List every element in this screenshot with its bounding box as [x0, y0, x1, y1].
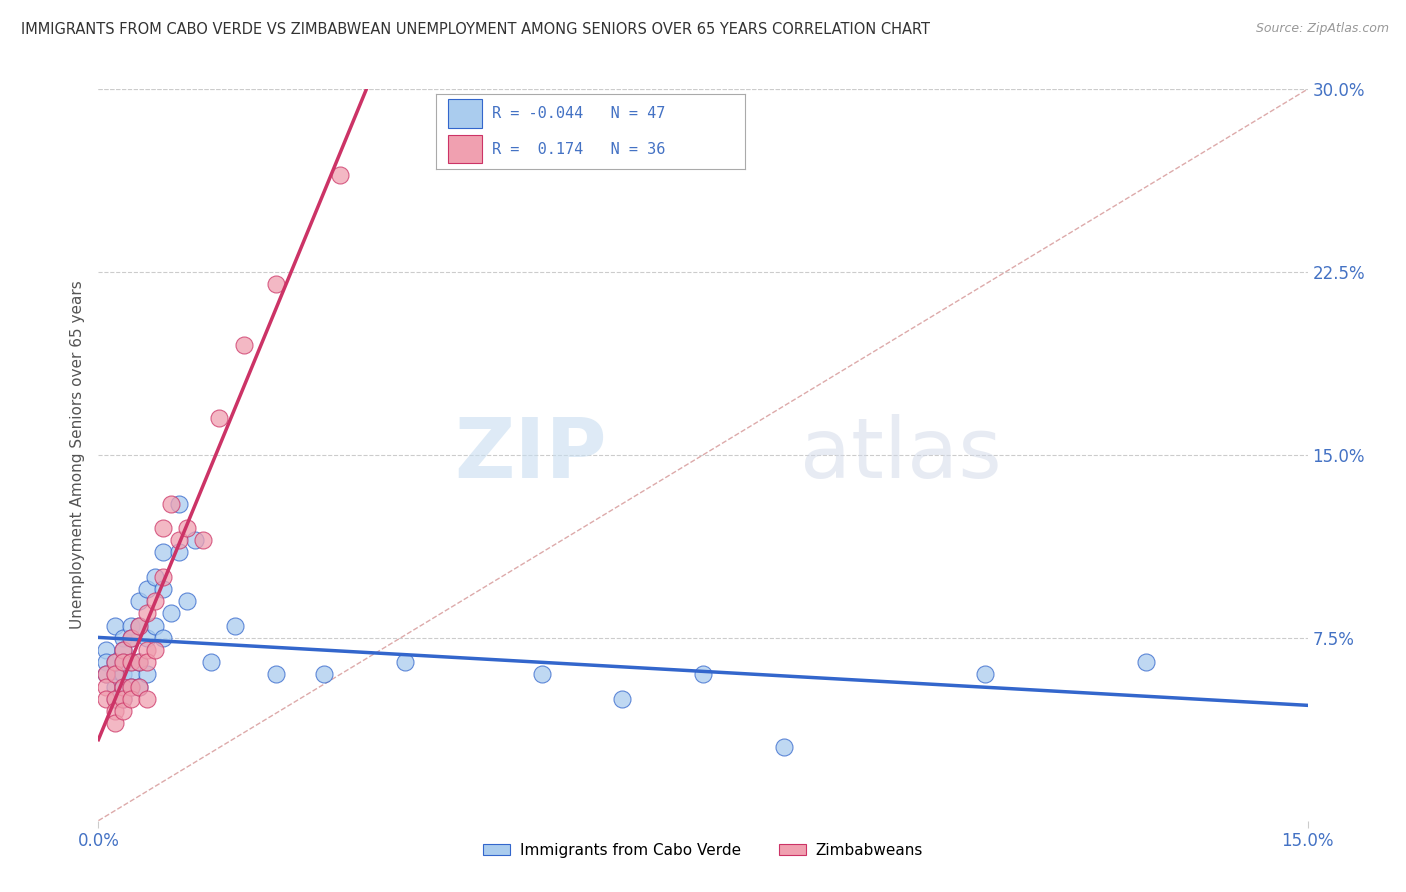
- Point: [128, 618, 150, 632]
- Point: [135, 655, 157, 669]
- Point: [143, 594, 166, 608]
- Point: [103, 655, 125, 669]
- Point: [135, 607, 157, 621]
- Point: [120, 655, 142, 669]
- Point: [120, 631, 142, 645]
- Point: [160, 607, 183, 621]
- Point: [152, 545, 174, 559]
- Point: [103, 667, 125, 681]
- Point: [96, 691, 118, 706]
- Legend: Immigrants from Cabo Verde, Zimbabweans: Immigrants from Cabo Verde, Zimbabweans: [477, 837, 929, 864]
- Point: [176, 521, 198, 535]
- Point: [1135, 655, 1157, 669]
- Point: [103, 691, 125, 706]
- Point: [111, 680, 134, 694]
- Text: R = -0.044   N = 47: R = -0.044 N = 47: [492, 106, 665, 121]
- Point: [394, 655, 416, 669]
- Point: [135, 691, 157, 706]
- Text: IMMIGRANTS FROM CABO VERDE VS ZIMBABWEAN UNEMPLOYMENT AMONG SENIORS OVER 65 YEAR: IMMIGRANTS FROM CABO VERDE VS ZIMBABWEAN…: [21, 22, 931, 37]
- Point: [96, 667, 118, 681]
- Point: [135, 667, 157, 681]
- Point: [103, 704, 125, 718]
- Point: [103, 618, 125, 632]
- Text: ZIP: ZIP: [454, 415, 606, 495]
- Text: atlas: atlas: [800, 415, 1001, 495]
- Bar: [449, 99, 482, 128]
- Point: [152, 570, 174, 584]
- Point: [232, 338, 254, 352]
- Point: [135, 643, 157, 657]
- Point: [143, 570, 166, 584]
- Point: [128, 655, 150, 669]
- Point: [152, 582, 174, 596]
- Point: [176, 594, 198, 608]
- Point: [128, 618, 150, 632]
- Point: [200, 655, 222, 669]
- Point: [193, 533, 215, 548]
- Point: [152, 521, 174, 535]
- Point: [120, 667, 142, 681]
- Point: [152, 631, 174, 645]
- Y-axis label: Unemployment Among Seniors over 65 years: Unemployment Among Seniors over 65 years: [69, 281, 84, 629]
- Point: [160, 497, 183, 511]
- Point: [314, 667, 336, 681]
- Point: [264, 277, 287, 292]
- Point: [111, 643, 134, 657]
- Point: [120, 631, 142, 645]
- Point: [135, 582, 157, 596]
- Point: [120, 655, 142, 669]
- Point: [184, 533, 207, 548]
- Text: R =  0.174   N = 36: R = 0.174 N = 36: [492, 142, 665, 156]
- Point: [208, 411, 231, 425]
- Point: [167, 533, 190, 548]
- Point: [120, 618, 142, 632]
- Point: [135, 631, 157, 645]
- Point: [143, 618, 166, 632]
- Point: [329, 168, 352, 182]
- Point: [224, 618, 246, 632]
- Point: [128, 655, 150, 669]
- Point: [111, 643, 134, 657]
- Point: [111, 667, 134, 681]
- Point: [103, 716, 125, 731]
- Point: [167, 497, 190, 511]
- Point: [120, 691, 142, 706]
- Bar: [449, 135, 482, 163]
- Point: [120, 680, 142, 694]
- Text: Source: ZipAtlas.com: Source: ZipAtlas.com: [1256, 22, 1389, 36]
- Point: [111, 631, 134, 645]
- Point: [974, 667, 997, 681]
- Point: [103, 655, 125, 669]
- Point: [128, 680, 150, 694]
- Point: [96, 655, 118, 669]
- Point: [103, 691, 125, 706]
- Point: [128, 680, 150, 694]
- Point: [143, 643, 166, 657]
- Point: [167, 545, 190, 559]
- Point: [96, 667, 118, 681]
- Point: [120, 680, 142, 694]
- Point: [103, 667, 125, 681]
- Point: [692, 667, 714, 681]
- Point: [530, 667, 553, 681]
- Point: [772, 740, 794, 755]
- Point: [111, 655, 134, 669]
- Point: [111, 691, 134, 706]
- Point: [103, 680, 125, 694]
- Point: [111, 691, 134, 706]
- Point: [111, 680, 134, 694]
- Point: [264, 667, 287, 681]
- Point: [96, 680, 118, 694]
- Point: [612, 691, 634, 706]
- Point: [128, 594, 150, 608]
- Point: [96, 643, 118, 657]
- Point: [111, 704, 134, 718]
- Point: [111, 655, 134, 669]
